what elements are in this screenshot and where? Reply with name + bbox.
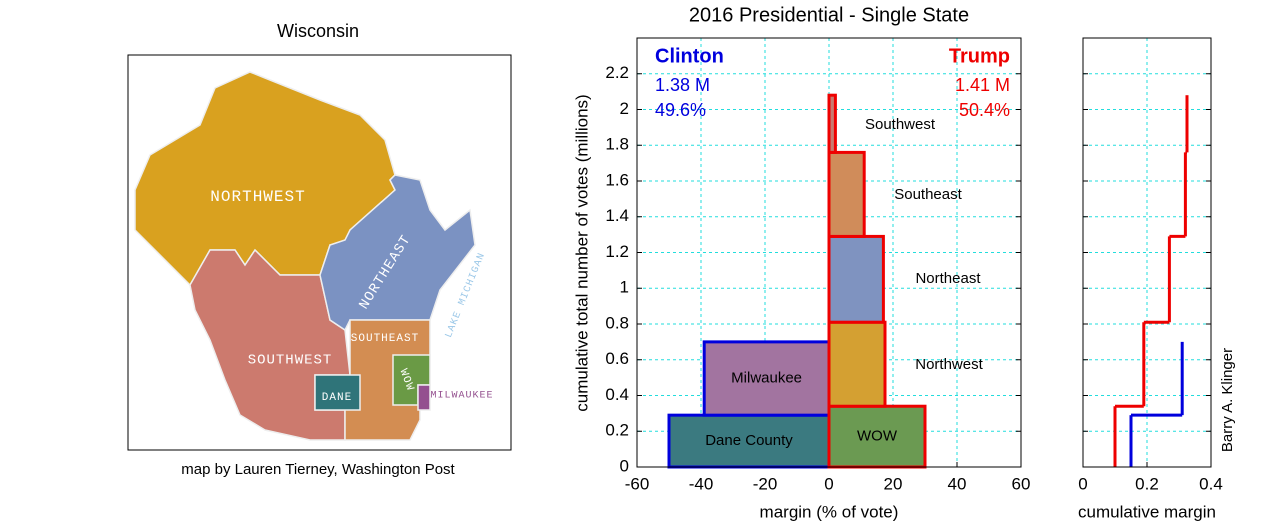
bar-label: Southwest (865, 116, 936, 133)
x-tick-label: 0.2 (1135, 474, 1159, 493)
y-tick-label: 0.4 (605, 385, 629, 404)
credit: Barry A. Klinger (1219, 348, 1236, 452)
map-caption: map by Lauren Tierney, Washington Post (181, 461, 455, 478)
region-milwaukee (417, 384, 431, 411)
x-tick-label: 60 (1012, 474, 1031, 493)
legend-label: Trump (949, 45, 1010, 67)
x-tick-label: 0.4 (1199, 474, 1223, 493)
total-label: 1.38 M (655, 75, 710, 95)
plot-frame (1082, 37, 1212, 468)
map-label: SOUTHEAST (351, 333, 419, 345)
map-label: NORTHWEST (210, 188, 305, 206)
map-label: MILWAUKEE (430, 391, 493, 402)
y-tick-label: 0.2 (605, 421, 629, 440)
chart-title: 2016 Presidential - Single State (689, 4, 969, 26)
y-tick-label: 1.2 (605, 242, 629, 261)
x-axis-label: cumulative margin (1078, 502, 1216, 521)
y-tick-label: 1.4 (605, 206, 629, 225)
y-axis-label: cumulative total number of votes (millio… (572, 94, 591, 411)
x-axis-label: margin (% of vote) (760, 502, 899, 521)
y-tick-label: 2 (620, 99, 629, 118)
share-label: 50.4% (959, 100, 1010, 120)
bar-label: Southeast (894, 186, 962, 203)
y-tick-label: 2.2 (605, 63, 629, 82)
x-tick-label: 0 (824, 474, 833, 493)
x-tick-label: 40 (948, 474, 967, 493)
region-northeast (319, 174, 476, 332)
bar (827, 234, 885, 324)
x-tick-label: -40 (689, 474, 714, 493)
bar-label: WOW (857, 428, 898, 445)
y-tick-label: 1.6 (605, 170, 629, 189)
y-tick-label: 0 (620, 456, 629, 475)
bar-label: Milwaukee (731, 369, 802, 386)
map-label: SOUTHWEST (248, 353, 333, 369)
share-label: 49.6% (655, 100, 706, 120)
region-dane (314, 374, 361, 411)
bar (827, 150, 866, 238)
map-label: DANE (322, 392, 352, 404)
map (134, 71, 476, 441)
y-tick-label: 0.6 (605, 349, 629, 368)
map-title: Wisconsin (277, 21, 359, 41)
total-label: 1.41 M (955, 75, 1010, 95)
bar-label: Northwest (915, 356, 983, 373)
x-tick-label: 0 (1078, 474, 1087, 493)
plot-area (1083, 38, 1211, 467)
legend-label: Clinton (655, 45, 724, 67)
y-tick-label: 0.8 (605, 313, 629, 332)
bar-label: Northeast (915, 270, 981, 287)
x-tick-label: -60 (625, 474, 650, 493)
bar (827, 320, 887, 408)
plot-frame (636, 37, 1022, 468)
bar-label: Dane County (705, 432, 793, 449)
bar (827, 93, 837, 154)
x-tick-label: -20 (753, 474, 778, 493)
x-tick-label: 20 (884, 474, 903, 493)
y-tick-label: 1 (620, 278, 629, 297)
y-tick-label: 1.8 (605, 135, 629, 154)
